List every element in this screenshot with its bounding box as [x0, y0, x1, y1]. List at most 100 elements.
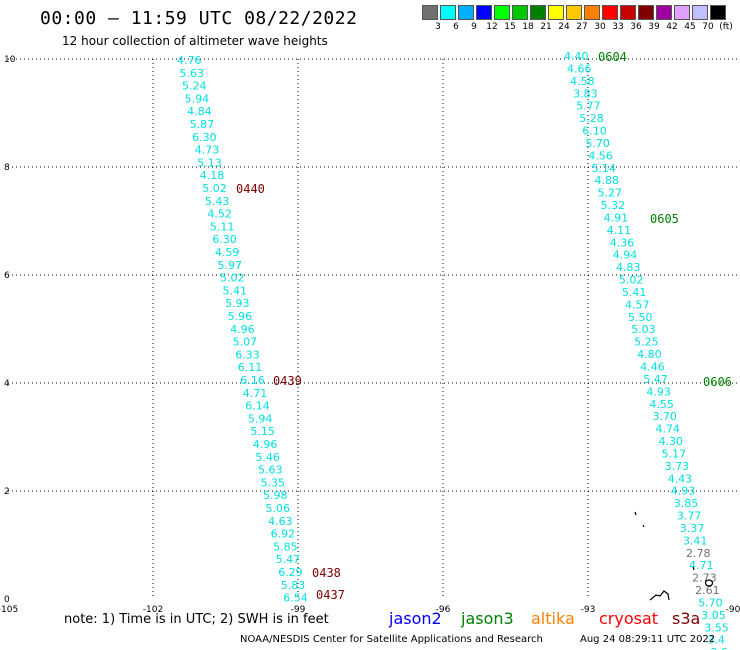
wave-height-label: 3.83 — [573, 87, 598, 100]
wave-height-label: 5.13 — [197, 156, 222, 169]
wave-height-label: 4.59 — [215, 246, 240, 259]
scale-label: 18 — [522, 22, 534, 32]
wave-height-label: 6.14 — [245, 400, 270, 413]
wave-height-label: 5.94 — [185, 92, 210, 105]
wave-height-label: 4.71 — [243, 387, 268, 400]
scale-swatch — [656, 5, 672, 20]
scale-swatch — [638, 5, 654, 20]
wave-height-label: 4.30 — [659, 435, 684, 448]
wave-height-label: 5.96 — [228, 310, 253, 323]
scale-swatch — [602, 5, 618, 20]
wave-height-label: 3.37 — [680, 522, 705, 535]
pass-time-label: 0605 — [650, 212, 679, 226]
pass-time-label: 0606 — [703, 375, 732, 389]
wave-height-label: 5.97 — [217, 259, 242, 272]
wave-height-label: 5.87 — [190, 118, 215, 131]
wave-height-label: 4.36 — [610, 236, 635, 249]
wave-height-label: 6.16 — [240, 374, 265, 387]
y-tick-label: 2 — [4, 487, 10, 497]
scale-swatch — [584, 5, 600, 20]
wave-height-label: 5.02 — [202, 182, 227, 195]
wave-height-label: 4.80 — [637, 348, 662, 361]
wave-height-label: 4.91 — [604, 211, 629, 224]
scale-label: 15 — [504, 22, 516, 32]
wave-height-label: 6.54 — [283, 592, 308, 605]
wave-height-label: 4.40 — [564, 50, 589, 63]
wave-height-label: 4.52 — [207, 208, 232, 221]
scale-swatch — [566, 5, 582, 20]
wave-height-label: 4.94 — [613, 249, 638, 262]
x-tick-label: -105 — [0, 605, 18, 615]
wave-height-label: 5.70 — [585, 137, 610, 150]
wave-height-label: 5.85 — [273, 540, 298, 553]
x-tick-label: -90 — [726, 605, 740, 615]
wave-height-label: 6.11 — [238, 361, 263, 374]
scale-label: 6 — [453, 22, 459, 32]
wave-height-label: 3.6 — [710, 646, 728, 650]
scale-label: 45 — [684, 22, 696, 32]
satellite-altika: altika — [531, 609, 575, 628]
wave-height-label: 3.85 — [674, 497, 699, 510]
wave-height-label: 4.46 — [640, 361, 665, 374]
satellite-cryosat: cryosat — [599, 609, 659, 628]
pass-time-label: 0437 — [316, 588, 345, 602]
wave-height-label: 4.43 — [668, 472, 693, 485]
scale-label: 70 — [702, 22, 714, 32]
scale-swatch — [512, 5, 528, 20]
wave-height-label: 3.05 — [701, 609, 726, 622]
wave-height-label: 4.88 — [595, 174, 620, 187]
wave-height-label: 3.77 — [677, 510, 702, 523]
wave-height-label: 4.55 — [649, 398, 674, 411]
wave-height-label: 6.29 — [278, 566, 303, 579]
scale-swatch — [548, 5, 564, 20]
wave-height-label: 3.41 — [683, 534, 708, 547]
scale-label: 39 — [648, 22, 660, 32]
pass-time-label: 0439 — [273, 374, 302, 388]
wave-height-label: 4.66 — [567, 62, 592, 75]
wave-height-label: 5.14 — [591, 162, 616, 175]
wave-height-label: 5.41 — [223, 284, 248, 297]
wave-height-label: 3.73 — [665, 460, 690, 473]
wave-height-label: 4.56 — [588, 149, 613, 162]
wave-height-label: 5.63 — [258, 464, 283, 477]
wave-height-label: 5.15 — [250, 425, 275, 438]
scale-swatch — [440, 5, 456, 20]
x-tick-label: -99 — [291, 605, 306, 615]
wave-height-label: 4.63 — [268, 515, 293, 528]
wave-height-label: 4.83 — [616, 261, 641, 274]
scale-label: 27 — [576, 22, 588, 32]
y-tick-label: 4 — [4, 379, 10, 389]
wave-height-label: 5.94 — [248, 412, 273, 425]
wave-height-label: 5.02 — [220, 272, 245, 285]
wave-height-label: 5.35 — [260, 476, 285, 489]
scale-swatch — [476, 5, 492, 20]
wave-height-label: 5.50 — [628, 311, 653, 324]
wave-height-label: 6.10 — [582, 125, 607, 138]
wave-height-label: 4.96 — [230, 323, 255, 336]
wave-height-label: 5.98 — [263, 489, 288, 502]
satellite-jason2: jason2 — [389, 609, 442, 628]
wave-height-label: 5.93 — [225, 297, 250, 310]
wave-height-label: 4.57 — [625, 298, 650, 311]
scale-label: 42 — [666, 22, 678, 32]
wave-height-label: 4.73 — [195, 144, 220, 157]
wave-height-label: 5.24 — [182, 80, 207, 93]
wave-height-label: 5.07 — [233, 336, 258, 349]
pass-time-label: 0440 — [236, 182, 265, 196]
scale-swatch — [674, 5, 690, 20]
wave-height-label: 6.30 — [192, 131, 217, 144]
wave-height-label: 6.30 — [212, 233, 237, 246]
wave-height-label: 5.41 — [622, 286, 647, 299]
wave-height-label: 3.4 — [707, 634, 725, 647]
wave-height-label: 5.32 — [601, 199, 626, 212]
axis-tick-labels: -105 -102 -99 -96 -93 -90 0 2 4 6 8 10 — [0, 55, 740, 615]
generated-timestamp: Aug 24 08:29:11 UTC 2022 — [580, 634, 716, 645]
track-1: 4.765.635.245.944.845.876.304.735.134.18… — [177, 54, 345, 605]
scale-label: 30 — [594, 22, 606, 32]
wave-height-label: 5.11 — [210, 220, 235, 233]
coastline-fragments — [634, 511, 714, 601]
y-tick-label: 8 — [4, 163, 10, 173]
wave-height-label: 5.03 — [631, 323, 656, 336]
scale-swatch — [692, 5, 708, 20]
